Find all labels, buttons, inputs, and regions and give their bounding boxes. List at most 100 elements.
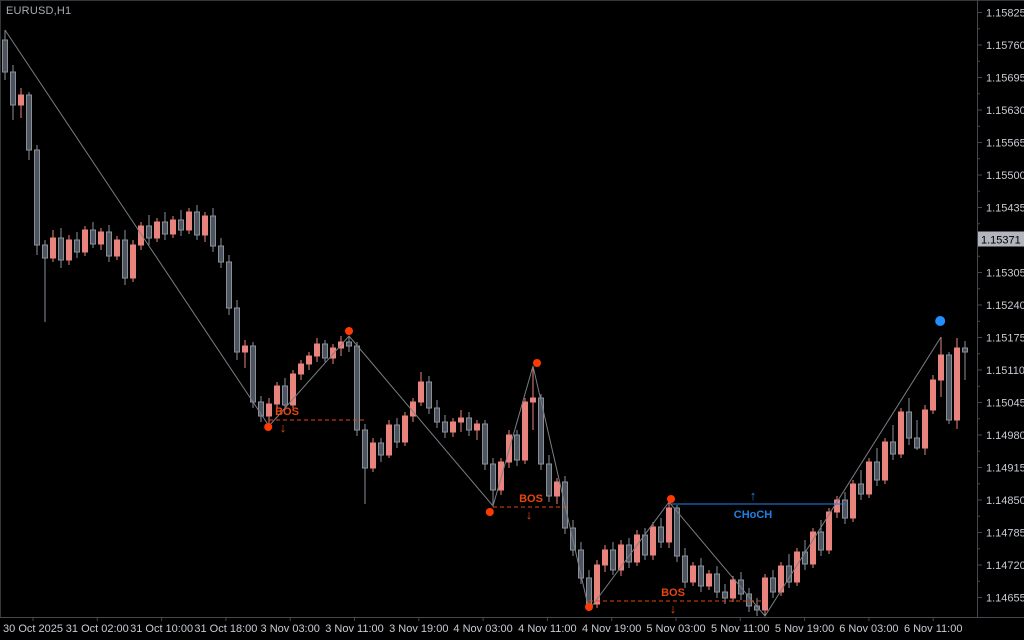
candle-bear [146,225,152,239]
candle-bull [290,373,296,406]
candle-bull [690,565,696,583]
candle-bull [314,343,320,357]
candle-bull [530,397,536,403]
candle-bull [418,381,424,403]
candle-bull [50,237,56,259]
candle-bull [666,507,672,543]
price-axis-label: 1.15240 [986,300,1024,312]
candle-bear [258,401,264,417]
candle-bull [498,461,504,491]
candle-bear [42,244,48,259]
bos-label[interactable]: BOS [519,493,543,505]
price-axis-label: 1.15825 [986,8,1024,20]
plot-area: BOS ↓ BOS ↓ BOS ↓ CHoCH ↑ [2,29,968,617]
candle-bear [802,551,808,565]
current-price-badge-value: 1.15371 [981,235,1021,247]
candle-bull [554,481,560,497]
swing-dot [345,327,353,335]
candle-bull [474,423,480,431]
candle-bull [130,244,136,279]
time-axis-label: 5 Nov 03:00 [646,623,705,635]
candle-bull [458,417,464,423]
bos-label[interactable]: BOS [275,406,299,418]
candle-bear [74,239,80,253]
price-axis-label: 1.15045 [986,398,1024,410]
candle-bear [282,385,288,406]
price-axis-label: 1.14980 [986,430,1024,442]
candle-bear [698,565,704,587]
candle-bear [538,397,544,465]
candle-bear [34,149,40,246]
time-axis-label: 4 Nov 03:00 [453,623,512,635]
price-axis-label: 1.14785 [986,528,1024,540]
candle-bull [138,225,144,246]
choch-label[interactable]: CHoCH [734,509,773,521]
bos-label[interactable]: BOS [661,587,685,599]
candle-bull [594,564,600,605]
candle-bear [394,424,400,443]
candle-bull [602,549,608,566]
candle-bear [770,577,776,593]
candle-bear [786,565,792,583]
candle-bull [954,347,960,421]
candle-bear [426,381,432,409]
price-axis-label: 1.15565 [986,138,1024,150]
candle-bear [874,461,880,481]
candle-bull [618,544,624,571]
candle-bear [378,442,384,456]
chart-symbol-title: EURUSD,H1 [6,5,72,17]
candle-bear [10,71,16,106]
time-axis-label: 4 Nov 19:00 [582,623,641,635]
price-axis-label: 1.15435 [986,203,1024,215]
candle-bear [626,544,632,563]
candle-bull [114,239,120,257]
candle-bull [930,379,936,411]
candle-bear [354,345,360,431]
candle-bull [650,526,656,556]
price-axis-label: 1.15500 [986,170,1024,182]
candle-bear [226,261,232,309]
candle-bear [658,526,664,543]
price-axis-label: 1.15175 [986,333,1024,345]
candle-bull [882,441,888,481]
candle-bear [714,573,720,593]
candle-bull [850,483,856,519]
candle-bull [826,511,832,551]
time-axis-label: 3 Nov 11:00 [325,623,384,635]
price-scale[interactable]: 1.15825 1.15760 1.15695 1.15630 1.15565 1.155… [977,8,1024,605]
candle-bull [370,442,376,469]
time-scale[interactable]: 30 Oct 2025 31 Oct 02:00 31 Oct 10:00 31 Oc… [3,617,962,635]
time-axis-label: 3 Nov 03:00 [261,623,320,635]
swing-dot [264,423,273,431]
candle-bear [746,593,752,607]
candle-bull [706,573,712,587]
time-axis-label: 5 Nov 11:00 [711,623,770,635]
candle-bear [106,231,112,257]
candle-bull [730,579,736,599]
choch-arrow-icon: ↑ [750,488,757,503]
candle-bear [514,434,520,461]
candle-bull [938,354,944,381]
candle-bear [90,229,96,245]
candle-bull [866,461,872,495]
candle-bear [250,345,256,403]
candle-bull [330,347,336,359]
candle-bear [642,534,648,556]
candle-bear [362,429,368,469]
swing-dot [585,603,593,611]
time-axis-label: 3 Nov 19:00 [389,623,448,635]
candle-bear [962,347,968,353]
latest-swing-dot [935,316,946,326]
candle-bull [170,219,176,235]
current-price-badge [978,231,1024,247]
time-axis-label: 31 Oct 10:00 [130,623,193,635]
time-axis-label: 31 Oct 02:00 [66,623,129,635]
candle-bull [794,551,800,583]
candle-bear [490,463,496,491]
candle-bear [218,245,224,263]
time-axis-label: 6 Nov 11:00 [904,623,963,635]
candle-bull [898,411,904,455]
swing-dot [533,359,541,367]
